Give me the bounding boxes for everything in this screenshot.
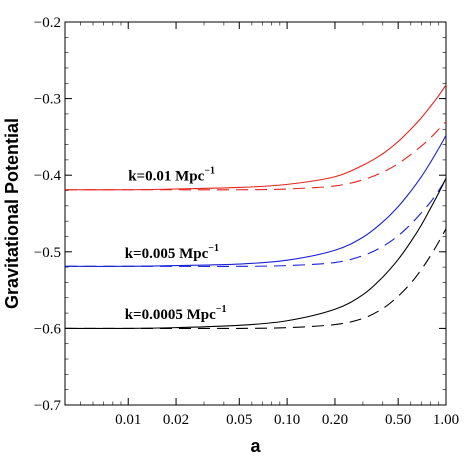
x-tick-label-2: 0.05 [226, 412, 252, 428]
y-axis-title: Gravitational Potential [2, 118, 22, 309]
x-tick-label-4: 0.20 [322, 412, 348, 428]
series-1-label: k=0.005 Mpc−1 [125, 243, 219, 262]
series-1-solid-line [64, 135, 447, 267]
series-2-dashed-line [64, 228, 447, 330]
x-tick-label-1: 0.02 [163, 412, 189, 428]
series-2-label: k=0.0005 Mpc−1 [125, 304, 227, 323]
y-tick-label-2: −0.4 [34, 168, 62, 184]
x-tick-label-3: 0.10 [274, 412, 300, 428]
x-tick-label-0: 0.01 [115, 412, 141, 428]
y-tick-label-3: −0.5 [34, 245, 61, 261]
x-tick-label-6: 1.00 [433, 412, 459, 428]
plot-curves [64, 84, 447, 330]
y-tick-label-5: −0.7 [34, 398, 62, 414]
y-tick-label-4: −0.6 [34, 321, 62, 337]
series-0-label: k=0.01 Mpc−1 [128, 166, 215, 185]
x-axis-title: a [250, 436, 261, 456]
series-2-solid-line [64, 178, 447, 330]
x-tick-label-5: 0.50 [385, 412, 411, 428]
series-1-dashed-line [65, 178, 447, 267]
y-tick-label-1: −0.3 [34, 92, 61, 108]
plot-axes: −0.2 −0.3 −0.4 −0.5 −0.6 −0.7 0.01 0.02 0.05 0.10… [34, 15, 459, 428]
series-0-dashed-line [65, 121, 447, 191]
series-0-solid-line [64, 84, 447, 191]
plot-frame [64, 21, 447, 406]
series-labels: k=0.01 Mpc−1 k=0.005 Mpc−1 k=0.0005 Mpc−1 [125, 166, 227, 324]
y-tick-label-0: −0.2 [34, 15, 61, 31]
